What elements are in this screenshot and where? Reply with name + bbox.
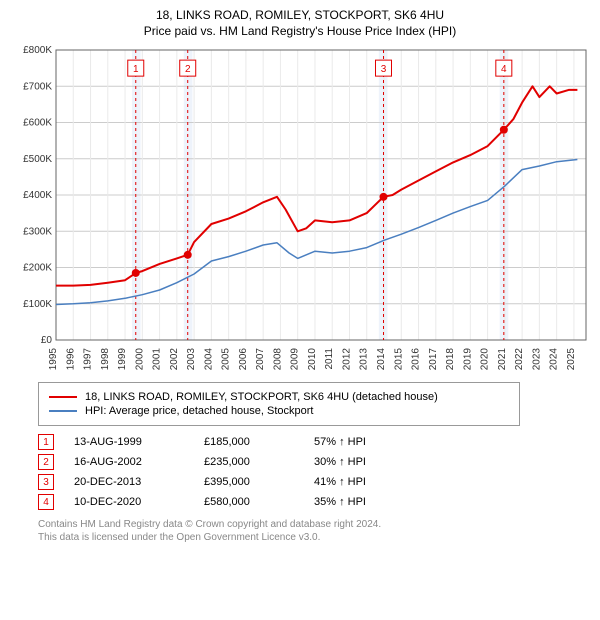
sale-marker: 3 (38, 474, 54, 490)
title-subtitle: Price paid vs. HM Land Registry's House … (10, 24, 590, 38)
sale-price: £580,000 (204, 496, 294, 508)
svg-text:2: 2 (185, 64, 191, 75)
sale-price: £235,000 (204, 456, 294, 468)
svg-text:1: 1 (133, 64, 139, 75)
svg-text:£500K: £500K (23, 154, 52, 165)
legend-row: 18, LINKS ROAD, ROMILEY, STOCKPORT, SK6 … (49, 391, 509, 403)
svg-text:£300K: £300K (23, 226, 52, 237)
sale-marker: 4 (38, 494, 54, 510)
legend-row: HPI: Average price, detached house, Stoc… (49, 405, 509, 417)
svg-text:£600K: £600K (23, 118, 52, 129)
title-block: 18, LINKS ROAD, ROMILEY, STOCKPORT, SK6 … (10, 8, 590, 38)
svg-text:1997: 1997 (83, 348, 94, 371)
sale-date: 10-DEC-2020 (74, 496, 184, 508)
sale-row: 3 20-DEC-2013 £395,000 41% ↑ HPI (38, 474, 590, 490)
svg-text:£400K: £400K (23, 190, 52, 201)
sale-marker: 1 (38, 434, 54, 450)
sale-date: 20-DEC-2013 (74, 476, 184, 488)
svg-text:3: 3 (381, 64, 387, 75)
svg-text:2008: 2008 (272, 348, 283, 371)
svg-text:2009: 2009 (290, 348, 301, 371)
legend-label: 18, LINKS ROAD, ROMILEY, STOCKPORT, SK6 … (85, 391, 438, 403)
footnote-line2: This data is licensed under the Open Gov… (38, 531, 590, 544)
sale-pct: 41% ↑ HPI (314, 476, 404, 488)
svg-text:2001: 2001 (152, 348, 163, 371)
svg-text:£100K: £100K (23, 299, 52, 310)
svg-text:2016: 2016 (411, 348, 422, 371)
legend-swatch (49, 410, 77, 412)
legend-swatch (49, 396, 77, 398)
svg-text:2000: 2000 (134, 348, 145, 371)
svg-text:2013: 2013 (359, 348, 370, 371)
svg-text:£0: £0 (41, 335, 53, 346)
svg-text:2015: 2015 (393, 348, 404, 371)
svg-text:1998: 1998 (100, 348, 111, 371)
sale-date: 13-AUG-1999 (74, 436, 184, 448)
sale-date: 16-AUG-2002 (74, 456, 184, 468)
svg-text:1995: 1995 (48, 348, 59, 371)
footnote: Contains HM Land Registry data © Crown c… (38, 518, 590, 544)
svg-text:£700K: £700K (23, 81, 52, 92)
footnote-line1: Contains HM Land Registry data © Crown c… (38, 518, 590, 531)
sale-row: 4 10-DEC-2020 £580,000 35% ↑ HPI (38, 494, 590, 510)
svg-text:1999: 1999 (117, 348, 128, 371)
sale-price: £185,000 (204, 436, 294, 448)
svg-text:2004: 2004 (203, 348, 214, 371)
svg-text:2010: 2010 (307, 348, 318, 371)
svg-text:2022: 2022 (514, 348, 525, 371)
sales-table: 1 13-AUG-1999 £185,000 57% ↑ HPI 2 16-AUG-200… (38, 434, 590, 510)
chart-container: { "header": { "address": "18, LINKS ROAD… (0, 0, 600, 554)
svg-text:2011: 2011 (324, 348, 335, 370)
svg-text:2006: 2006 (238, 348, 249, 371)
svg-text:2020: 2020 (480, 348, 491, 371)
svg-text:2019: 2019 (462, 348, 473, 371)
svg-text:£800K: £800K (23, 45, 52, 56)
sale-pct: 30% ↑ HPI (314, 456, 404, 468)
svg-text:2012: 2012 (341, 348, 352, 371)
svg-text:2023: 2023 (531, 348, 542, 371)
sale-pct: 35% ↑ HPI (314, 496, 404, 508)
svg-text:2007: 2007 (255, 348, 266, 371)
line-chart-svg: £0 £100K £200K £300K £400K £500K £600K £700K £80… (10, 44, 590, 374)
svg-text:2018: 2018 (445, 348, 456, 371)
sale-pct: 57% ↑ HPI (314, 436, 404, 448)
sale-row: 1 13-AUG-1999 £185,000 57% ↑ HPI (38, 434, 590, 450)
svg-text:2017: 2017 (428, 348, 439, 371)
legend-box: 18, LINKS ROAD, ROMILEY, STOCKPORT, SK6 … (38, 382, 520, 426)
chart-area: £0 £100K £200K £300K £400K £500K £600K £700K £80… (10, 44, 590, 374)
sale-price: £395,000 (204, 476, 294, 488)
svg-text:2014: 2014 (376, 348, 387, 371)
sale-marker: 2 (38, 454, 54, 470)
legend-label: HPI: Average price, detached house, Stoc… (85, 405, 314, 417)
svg-text:2005: 2005 (221, 348, 232, 371)
title-address: 18, LINKS ROAD, ROMILEY, STOCKPORT, SK6 … (10, 8, 590, 22)
sale-row: 2 16-AUG-2002 £235,000 30% ↑ HPI (38, 454, 590, 470)
svg-text:1996: 1996 (65, 348, 76, 371)
svg-text:2021: 2021 (497, 348, 508, 371)
svg-text:2003: 2003 (186, 348, 197, 371)
svg-text:4: 4 (501, 64, 507, 75)
svg-text:£200K: £200K (23, 263, 52, 274)
svg-text:2002: 2002 (169, 348, 180, 371)
svg-text:2025: 2025 (566, 348, 577, 371)
svg-text:2024: 2024 (549, 348, 560, 371)
